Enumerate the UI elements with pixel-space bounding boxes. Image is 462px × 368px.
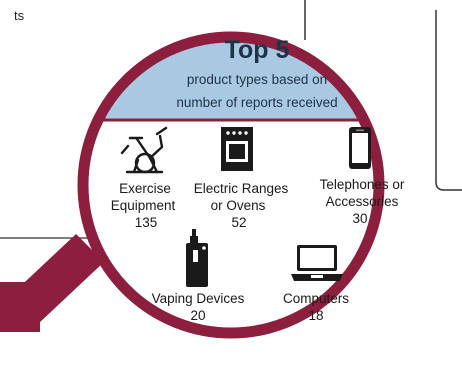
item-label-line1: Computers (283, 291, 349, 306)
laptop-icon (291, 245, 343, 281)
header-title: Top 5 (225, 36, 290, 64)
vape-device-icon (186, 229, 208, 287)
item-label-line1: Vaping Devices (152, 291, 245, 306)
item-count: 52 (231, 215, 246, 230)
header-subtitle-line1: product types based on (187, 72, 327, 87)
item-label-line1: Electric Ranges (194, 181, 289, 196)
item-label-line2: Accessories (326, 194, 399, 209)
item-label-line2: Equipment (111, 198, 176, 213)
side-panel-border (435, 10, 462, 191)
oven-icon (221, 127, 253, 171)
item-label-line1: Exercise (119, 181, 171, 196)
item-label-line1: Telephones or (320, 177, 405, 192)
clipped-heading-fragment: ts (14, 8, 25, 23)
item-count: 20 (190, 308, 205, 323)
lens-rim (77, 31, 385, 339)
header-subtitle-line2: number of reports received (176, 95, 337, 110)
exercise-bike-icon (120, 126, 168, 174)
item-count: 18 (308, 308, 323, 323)
item-label-line2: or Ovens (211, 198, 266, 213)
item-count: 135 (135, 215, 158, 230)
magnifier-handle (0, 234, 104, 332)
phone-icon (349, 127, 371, 169)
item-count: 30 (352, 211, 367, 226)
